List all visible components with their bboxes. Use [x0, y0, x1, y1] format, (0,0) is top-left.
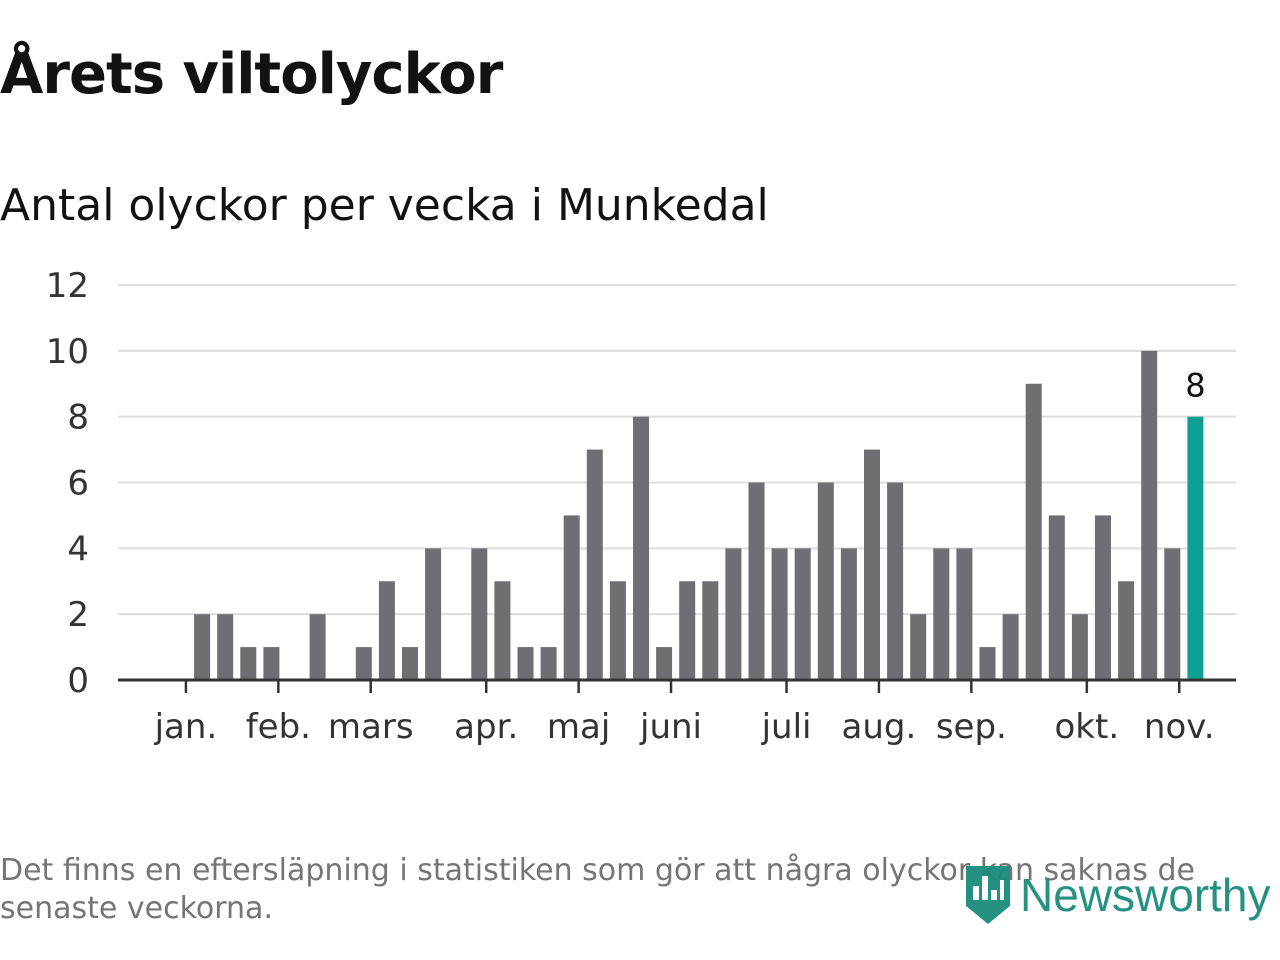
bar: [540, 647, 557, 680]
bar: [817, 482, 834, 680]
gridlines: [118, 284, 1236, 616]
bar: [1141, 350, 1158, 680]
highlight-value-label: 8: [1185, 367, 1205, 405]
x-tick-label: sep.: [936, 707, 1007, 747]
highlight-bar: [1187, 416, 1204, 680]
bar: [725, 548, 742, 680]
bar: [1048, 515, 1065, 680]
bar: [1164, 548, 1181, 680]
bar: [910, 614, 927, 680]
bar: [355, 647, 372, 680]
bar: [887, 482, 904, 680]
brand-name: Newsworthy: [1020, 869, 1271, 921]
bar: [702, 581, 719, 680]
bars: [194, 350, 1204, 680]
x-tick-label: maj: [547, 707, 610, 747]
chart-title: Årets viltolyckor: [0, 42, 503, 107]
x-tick-label: apr.: [454, 707, 518, 747]
bar: [1002, 614, 1019, 680]
y-tick-label: 2: [67, 595, 89, 635]
y-tick-label: 8: [67, 398, 89, 438]
bar: [309, 614, 326, 680]
bar: [748, 482, 765, 680]
bar: [425, 548, 442, 680]
brand-logo: Newsworthy: [962, 862, 1271, 928]
x-tick-label: juni: [639, 707, 702, 747]
x-tick-label: okt.: [1055, 707, 1120, 747]
bar: [771, 548, 788, 680]
bar: [217, 614, 234, 680]
bar: [563, 515, 580, 680]
bar: [979, 647, 996, 680]
bar: [679, 581, 696, 680]
x-tick-label: mars: [328, 707, 414, 747]
bar: [1025, 383, 1042, 680]
bar: [586, 449, 603, 680]
bar: [956, 548, 973, 680]
bar: [864, 449, 880, 680]
bar-chart-logo-icon: [966, 866, 1010, 924]
bar: [933, 548, 950, 680]
bar: [794, 548, 811, 680]
bar: [263, 647, 280, 680]
y-tick-label: 10: [46, 332, 89, 372]
x-axis-ticks: jan. feb. mars apr. maj juni juli aug. sep. okt. n…: [154, 680, 1215, 747]
x-tick-label: juli: [761, 707, 812, 747]
x-tick-label: aug.: [842, 707, 917, 747]
y-tick-label: 4: [67, 529, 89, 569]
bar: [378, 581, 395, 680]
bar: [1118, 581, 1135, 680]
bar: [517, 647, 534, 680]
bar: [402, 647, 418, 680]
data-labels: 8: [1185, 367, 1205, 405]
x-tick-label: nov.: [1144, 707, 1215, 747]
bar-chart: 0 2 4 6 8 10 12 jan. feb. mars apr. maj juni juli aug…: [46, 266, 1236, 747]
bar: [656, 647, 673, 680]
bar: [633, 416, 649, 680]
y-axis-ticks: 0 2 4 6 8 10 12: [46, 266, 89, 701]
bar: [609, 581, 626, 680]
bar: [840, 548, 857, 680]
y-tick-label: 12: [46, 266, 89, 306]
bar: [240, 647, 257, 680]
x-tick-label: jan.: [154, 707, 218, 747]
bar: [471, 548, 488, 680]
bar: [194, 614, 211, 680]
y-tick-label: 6: [67, 464, 89, 504]
y-tick-label: 0: [67, 661, 89, 701]
chart-subtitle: Antal olyckor per vecka i Munkedal: [0, 180, 769, 231]
bar: [1095, 515, 1111, 680]
bar: [1071, 614, 1088, 680]
bar: [494, 581, 511, 680]
x-tick-label: feb.: [246, 707, 311, 747]
